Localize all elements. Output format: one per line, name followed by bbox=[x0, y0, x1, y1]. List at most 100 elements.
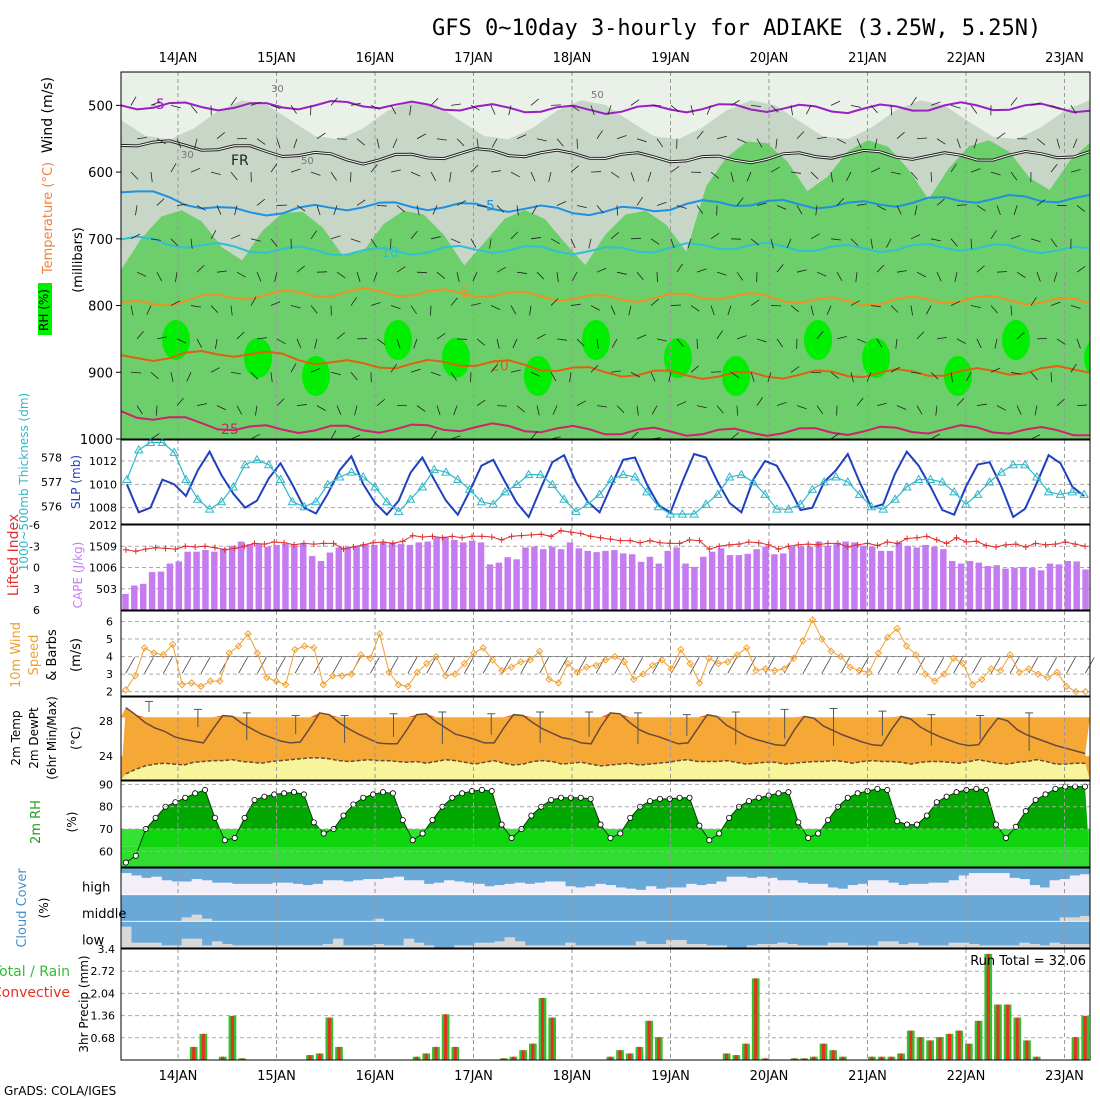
wind-barb bbox=[856, 138, 862, 148]
lifted-tick-label: 6 bbox=[33, 604, 40, 617]
cloud-high-cell bbox=[625, 888, 637, 895]
rh2m-panel: 60 70 80 90 2m RH (%) bbox=[29, 778, 1091, 868]
lifted-index-point bbox=[933, 536, 940, 543]
cape-bar bbox=[495, 562, 503, 610]
wind-barb bbox=[354, 405, 358, 416]
surface-wind-barb bbox=[200, 657, 211, 674]
cloud-high-cell bbox=[454, 881, 465, 895]
lifted-index-point bbox=[805, 541, 812, 548]
wind-speed-point bbox=[742, 644, 751, 652]
wind-barb bbox=[350, 238, 361, 243]
cloud-high-cell bbox=[383, 877, 394, 895]
lifted-index-point bbox=[1012, 541, 1019, 548]
lifted-index-point bbox=[815, 541, 822, 548]
wind-barb bbox=[156, 198, 165, 206]
wind-barb bbox=[826, 305, 832, 315]
cape-tick-label: 2012 bbox=[89, 519, 117, 532]
precip-convective-bar bbox=[540, 997, 545, 1060]
rh2m-point bbox=[607, 834, 614, 841]
wind-barb bbox=[476, 138, 479, 149]
thickness-point bbox=[996, 467, 1007, 476]
cloud-low-cell bbox=[635, 941, 647, 948]
wind-barb bbox=[830, 172, 833, 183]
cloud-middle-cell bbox=[201, 918, 213, 922]
wind-barb bbox=[810, 233, 820, 240]
wind-barb bbox=[330, 235, 341, 240]
wind-barb bbox=[576, 205, 587, 209]
wind-speed-point bbox=[1034, 670, 1042, 678]
thickness-point bbox=[1031, 472, 1042, 481]
cloud-high-cell bbox=[393, 876, 405, 895]
wind-barb bbox=[576, 138, 578, 149]
wind-barb bbox=[1016, 405, 1022, 415]
wind-speed-point bbox=[1053, 668, 1061, 677]
lifted-index-point bbox=[478, 533, 485, 540]
wind-barb bbox=[736, 271, 744, 281]
rh2m-point bbox=[646, 798, 653, 805]
wind-barb bbox=[916, 271, 927, 278]
wind-barb bbox=[630, 171, 635, 182]
wind-barb bbox=[256, 272, 262, 282]
pressure-tick-label: 600 bbox=[88, 166, 113, 181]
cloud-low-cell bbox=[666, 940, 677, 948]
wind-barb bbox=[936, 336, 947, 340]
precip-convective-bar bbox=[880, 1056, 884, 1060]
wind-barb bbox=[413, 338, 418, 349]
wind-speed-point bbox=[752, 666, 760, 675]
wind-barb bbox=[965, 372, 972, 382]
wind-barb bbox=[1070, 169, 1081, 173]
rh2m-point bbox=[953, 789, 960, 796]
wind-barb bbox=[676, 401, 687, 407]
cloud-low-cell bbox=[413, 942, 425, 948]
rh2m-point bbox=[844, 794, 851, 801]
credit-label: GrADS: COLA/IGES bbox=[4, 1084, 116, 1098]
rh2m-point bbox=[676, 794, 683, 801]
wind-barb bbox=[296, 265, 306, 273]
cloud-low-cell bbox=[292, 945, 304, 948]
thickness-point bbox=[1043, 486, 1054, 496]
precip-convective-legend: Convective bbox=[0, 985, 70, 1001]
wind-barb bbox=[656, 138, 664, 148]
cloud-low-cell bbox=[141, 942, 152, 948]
cape-bar bbox=[940, 549, 947, 610]
wind-barb bbox=[336, 138, 348, 140]
rh2m-point bbox=[795, 819, 802, 826]
wind-barb bbox=[796, 405, 807, 410]
cloud-low-cell bbox=[797, 945, 808, 948]
precip-convective-bar bbox=[628, 1053, 632, 1060]
cloud-high-cell bbox=[363, 879, 374, 895]
lifted-index-point bbox=[884, 539, 891, 545]
wind-barb bbox=[896, 405, 907, 410]
wind-barb bbox=[516, 405, 525, 413]
thickness-point bbox=[937, 476, 948, 486]
slp-tick-label: 1012 bbox=[89, 455, 117, 468]
rh-bright-cell bbox=[804, 320, 832, 360]
cape-bar bbox=[575, 548, 583, 610]
wind-barb bbox=[489, 238, 492, 249]
wind-barb bbox=[1050, 301, 1061, 306]
wind-speed-point bbox=[498, 666, 506, 675]
cloud-middle-cell bbox=[1079, 916, 1091, 922]
wind-barb bbox=[1030, 238, 1041, 243]
cloud-high-cell bbox=[131, 875, 142, 895]
lifted-index-point bbox=[983, 542, 990, 549]
wind-barb bbox=[976, 338, 982, 349]
cape-bar bbox=[922, 544, 929, 610]
cloud-high-cell bbox=[191, 879, 203, 895]
rh-contour-label: 30 bbox=[181, 150, 194, 161]
wind-barb bbox=[770, 238, 774, 249]
wind-barb bbox=[536, 138, 547, 142]
thickness-point bbox=[122, 474, 132, 484]
wind-barb bbox=[392, 138, 398, 149]
bottom-date-axis: 14JAN 15JAN 16JAN 17JAN 18JAN 19JAN 20JAN 21JAN… bbox=[159, 1069, 1084, 1084]
precip-convective-bar bbox=[734, 1055, 738, 1060]
wind-barb bbox=[436, 405, 441, 416]
cape-bar bbox=[762, 546, 769, 610]
wind-barb bbox=[571, 271, 578, 282]
rh2m-point bbox=[1052, 785, 1059, 792]
wind-barb bbox=[176, 397, 184, 406]
thickness-axis-label: 1000~500mb Thickness (dm) bbox=[17, 393, 31, 571]
rh2m-point bbox=[696, 822, 703, 829]
cape-bar bbox=[246, 544, 254, 610]
thickness-point bbox=[783, 504, 794, 513]
